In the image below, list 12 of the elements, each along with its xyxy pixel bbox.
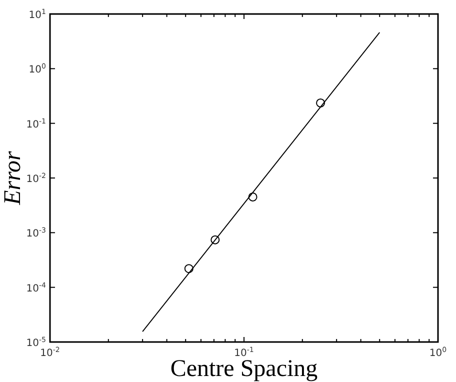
- y-tick-label: 10$^{-3}$: [26, 226, 46, 240]
- x-axis-title: Centre Spacing: [170, 356, 318, 382]
- y-tick-label: 10$^{-5}$: [26, 336, 46, 349]
- x-tick-label: 10$^{-1}$: [234, 346, 254, 359]
- y-tick-label: 10$^{-2}$: [26, 172, 46, 185]
- x-tick-label: 10$^{0}$: [429, 346, 447, 359]
- y-tick-label: 10$^{1}$: [28, 8, 46, 21]
- y-axis-title: Error: [0, 150, 26, 206]
- y-tick-label: 10$^{-4}$: [26, 281, 47, 294]
- x-tick-label: 10$^{-2}$: [40, 346, 60, 359]
- y-tick-label: 10$^{-1}$: [26, 117, 46, 130]
- y-tick-label: 10$^{0}$: [28, 62, 46, 76]
